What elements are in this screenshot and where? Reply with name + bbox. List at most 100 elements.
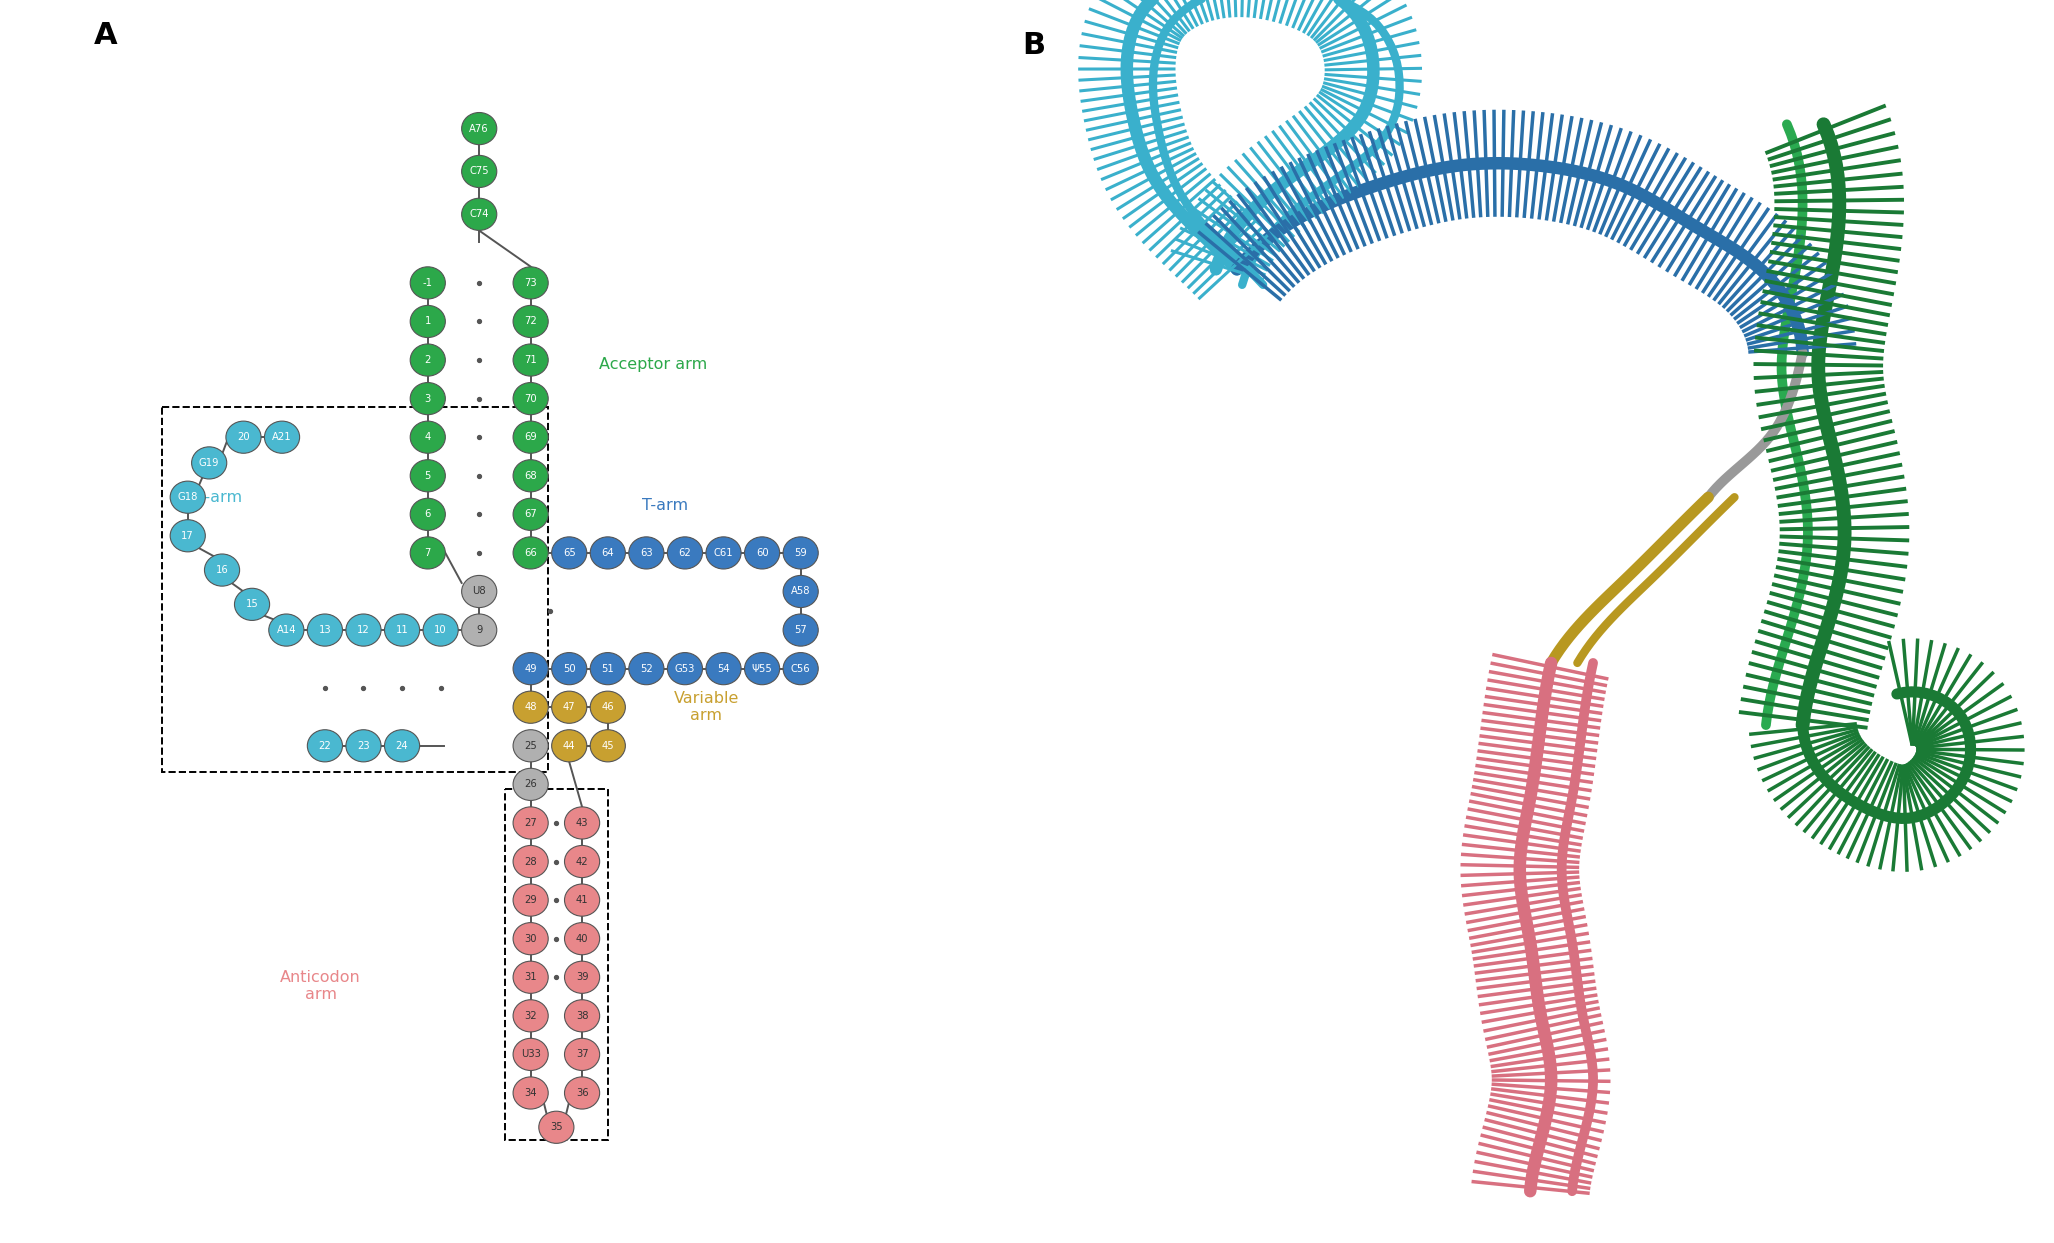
Ellipse shape	[345, 614, 382, 646]
Text: G53: G53	[676, 664, 694, 674]
Ellipse shape	[565, 961, 600, 993]
Ellipse shape	[423, 614, 458, 646]
Bar	[162, 408, 548, 772]
Ellipse shape	[514, 768, 548, 800]
Ellipse shape	[514, 344, 548, 377]
Text: 5: 5	[425, 471, 431, 481]
Text: B: B	[1023, 31, 1045, 60]
Ellipse shape	[565, 999, 600, 1032]
Text: A21: A21	[273, 433, 292, 443]
Text: C74: C74	[470, 209, 489, 219]
Ellipse shape	[783, 653, 817, 685]
Text: 59: 59	[795, 548, 807, 558]
Text: Ψ55: Ψ55	[752, 664, 772, 674]
Ellipse shape	[170, 481, 205, 513]
Text: -1: -1	[423, 278, 433, 288]
Ellipse shape	[565, 845, 600, 878]
Ellipse shape	[783, 537, 817, 569]
Text: 64: 64	[602, 548, 614, 558]
Text: 47: 47	[563, 702, 575, 712]
Text: 70: 70	[524, 394, 536, 404]
Ellipse shape	[514, 1038, 548, 1070]
Text: 11: 11	[396, 625, 409, 635]
Text: 6: 6	[425, 510, 431, 520]
Text: 42: 42	[575, 856, 587, 866]
Text: 17: 17	[181, 531, 195, 541]
Text: 52: 52	[641, 664, 653, 674]
Ellipse shape	[629, 537, 663, 569]
Ellipse shape	[462, 155, 497, 188]
Text: 24: 24	[396, 741, 409, 751]
Text: 66: 66	[524, 548, 536, 558]
Text: 73: 73	[524, 278, 536, 288]
Ellipse shape	[565, 1076, 600, 1109]
Ellipse shape	[384, 614, 419, 646]
Ellipse shape	[514, 537, 548, 569]
Ellipse shape	[565, 807, 600, 839]
Text: 48: 48	[524, 702, 536, 712]
Text: 9: 9	[477, 625, 483, 635]
Text: 37: 37	[575, 1049, 587, 1059]
Ellipse shape	[744, 653, 781, 685]
Text: 49: 49	[524, 664, 536, 674]
Text: U33: U33	[522, 1049, 540, 1059]
Ellipse shape	[462, 576, 497, 608]
Text: 35: 35	[550, 1122, 563, 1132]
Text: 46: 46	[602, 702, 614, 712]
Text: 32: 32	[524, 1011, 536, 1021]
Text: A: A	[92, 21, 117, 51]
Ellipse shape	[565, 1038, 600, 1070]
Ellipse shape	[514, 999, 548, 1032]
Ellipse shape	[514, 460, 548, 492]
Text: C61: C61	[713, 548, 733, 558]
Ellipse shape	[234, 588, 269, 620]
Text: 27: 27	[524, 818, 536, 828]
Text: 72: 72	[524, 317, 536, 327]
Text: U8: U8	[472, 587, 487, 597]
Text: 25: 25	[524, 741, 536, 751]
Text: 26: 26	[524, 779, 536, 789]
Ellipse shape	[345, 730, 382, 762]
Ellipse shape	[668, 537, 702, 569]
Text: 40: 40	[575, 933, 587, 943]
Text: C56: C56	[791, 664, 811, 674]
Ellipse shape	[514, 306, 548, 338]
Ellipse shape	[707, 653, 741, 685]
Ellipse shape	[514, 845, 548, 878]
Ellipse shape	[565, 884, 600, 916]
Ellipse shape	[744, 537, 781, 569]
Text: 3: 3	[425, 394, 431, 404]
Ellipse shape	[411, 383, 446, 415]
Ellipse shape	[265, 421, 300, 454]
Text: 68: 68	[524, 471, 536, 481]
Text: D-arm: D-arm	[191, 490, 242, 505]
Ellipse shape	[514, 498, 548, 531]
Text: 1: 1	[425, 317, 431, 327]
Ellipse shape	[514, 922, 548, 955]
Text: 71: 71	[524, 355, 536, 365]
Ellipse shape	[411, 498, 446, 531]
Text: 2: 2	[425, 355, 431, 365]
Ellipse shape	[589, 653, 624, 685]
Ellipse shape	[538, 1111, 573, 1144]
Text: Variable
arm: Variable arm	[674, 691, 739, 723]
Text: G18: G18	[177, 492, 197, 502]
Text: 39: 39	[575, 972, 587, 982]
Text: 50: 50	[563, 664, 575, 674]
Text: 7: 7	[425, 548, 431, 558]
Ellipse shape	[308, 730, 343, 762]
Ellipse shape	[514, 653, 548, 685]
Text: T-arm: T-arm	[643, 498, 688, 513]
Ellipse shape	[553, 537, 587, 569]
Text: 29: 29	[524, 895, 536, 905]
Ellipse shape	[783, 614, 817, 646]
Ellipse shape	[707, 537, 741, 569]
Text: 57: 57	[795, 625, 807, 635]
Ellipse shape	[170, 520, 205, 552]
Text: 38: 38	[575, 1011, 587, 1021]
Ellipse shape	[269, 614, 304, 646]
Text: A14: A14	[277, 625, 296, 635]
Text: A76: A76	[470, 123, 489, 133]
Ellipse shape	[514, 884, 548, 916]
Text: 10: 10	[433, 625, 448, 635]
